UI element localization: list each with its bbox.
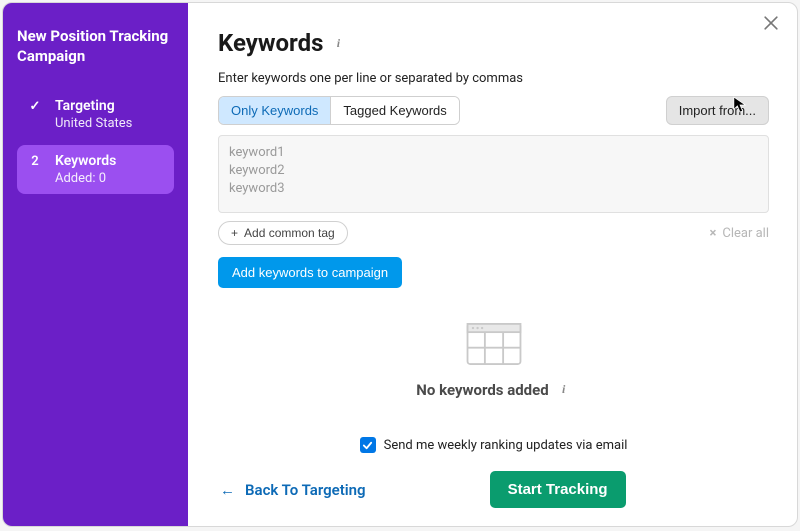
main-panel: Keywords i Enter keywords one per line o… (188, 3, 797, 526)
arrow-left-icon: ← (220, 481, 235, 499)
footer-row: ← Back To Targeting Start Tracking (218, 471, 769, 508)
email-updates-checkbox[interactable] (360, 437, 376, 453)
tab-tagged-keywords[interactable]: Tagged Keywords (330, 97, 458, 124)
step-targeting[interactable]: ✓ Targeting United States (17, 90, 174, 139)
page-title-row: Keywords i (218, 29, 769, 57)
info-icon[interactable]: i (557, 383, 571, 397)
step-label: Keywords (55, 153, 116, 169)
email-updates-row: Send me weekly ranking updates via email (218, 437, 769, 453)
close-icon (761, 13, 781, 33)
step-keywords[interactable]: 2 Keywords Added: 0 (17, 145, 174, 194)
add-common-tag-label: Add common tag (244, 226, 335, 240)
add-keywords-button[interactable]: Add keywords to campaign (218, 257, 402, 288)
step-number: 2 (27, 154, 43, 169)
email-updates-label: Send me weekly ranking updates via email (384, 438, 628, 453)
keyword-mode-toggle: Only Keywords Tagged Keywords (218, 96, 460, 125)
start-tracking-button[interactable]: Start Tracking (490, 471, 626, 508)
x-icon: × (709, 226, 716, 241)
step-label: Targeting (55, 98, 132, 114)
info-icon[interactable]: i (331, 36, 345, 50)
plus-icon: + (231, 226, 238, 240)
textarea-actions-row: + Add common tag × Clear all (218, 221, 769, 245)
checkmark-icon (362, 440, 373, 451)
empty-state-label: No keywords added (416, 381, 548, 399)
tab-only-keywords[interactable]: Only Keywords (219, 97, 330, 124)
keywords-textarea[interactable] (218, 135, 769, 213)
step-sublabel: United States (55, 116, 132, 131)
position-tracking-modal: New Position Tracking Campaign ✓ Targeti… (2, 2, 798, 527)
sidebar-title: New Position Tracking Campaign (17, 27, 174, 66)
page-title: Keywords (218, 29, 323, 57)
empty-state-text: No keywords added i (416, 381, 570, 399)
step-sublabel: Added: 0 (55, 171, 116, 186)
add-common-tag-button[interactable]: + Add common tag (218, 221, 348, 245)
import-from-button[interactable]: Import from... (666, 96, 769, 125)
back-label: Back To Targeting (245, 481, 366, 499)
clear-all-button[interactable]: × Clear all (709, 226, 769, 241)
close-button[interactable] (761, 13, 785, 37)
toolbar-row: Only Keywords Tagged Keywords Import fro… (218, 96, 769, 125)
page-subtitle: Enter keywords one per line or separated… (218, 71, 769, 86)
empty-table-icon (466, 323, 522, 369)
clear-all-label: Clear all (722, 226, 769, 241)
back-to-targeting-link[interactable]: ← Back To Targeting (220, 481, 366, 499)
check-icon: ✓ (27, 99, 43, 114)
wizard-sidebar: New Position Tracking Campaign ✓ Targeti… (3, 3, 188, 526)
empty-state: No keywords added i (218, 292, 769, 429)
